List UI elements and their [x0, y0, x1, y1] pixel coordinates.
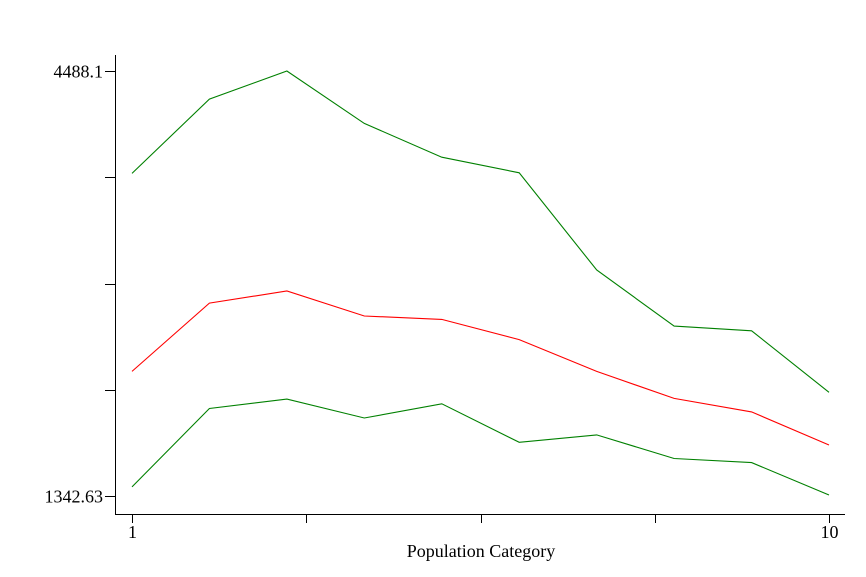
chart-axes [115, 55, 845, 515]
x-tick-label: 10 [821, 522, 839, 542]
y-tick-label: 1342.63 [45, 487, 104, 507]
chart-ticks: 4488.1 1342.63 1 10 [45, 62, 839, 543]
series-line-3 [131, 398, 830, 496]
series-line-2 [131, 290, 830, 446]
series-line-1 [131, 70, 830, 393]
y-tick-label: 4488.1 [54, 62, 104, 82]
x-tick-label: 1 [128, 522, 137, 542]
chart-series [131, 70, 830, 496]
x-axis-title: Population Category [407, 541, 555, 561]
